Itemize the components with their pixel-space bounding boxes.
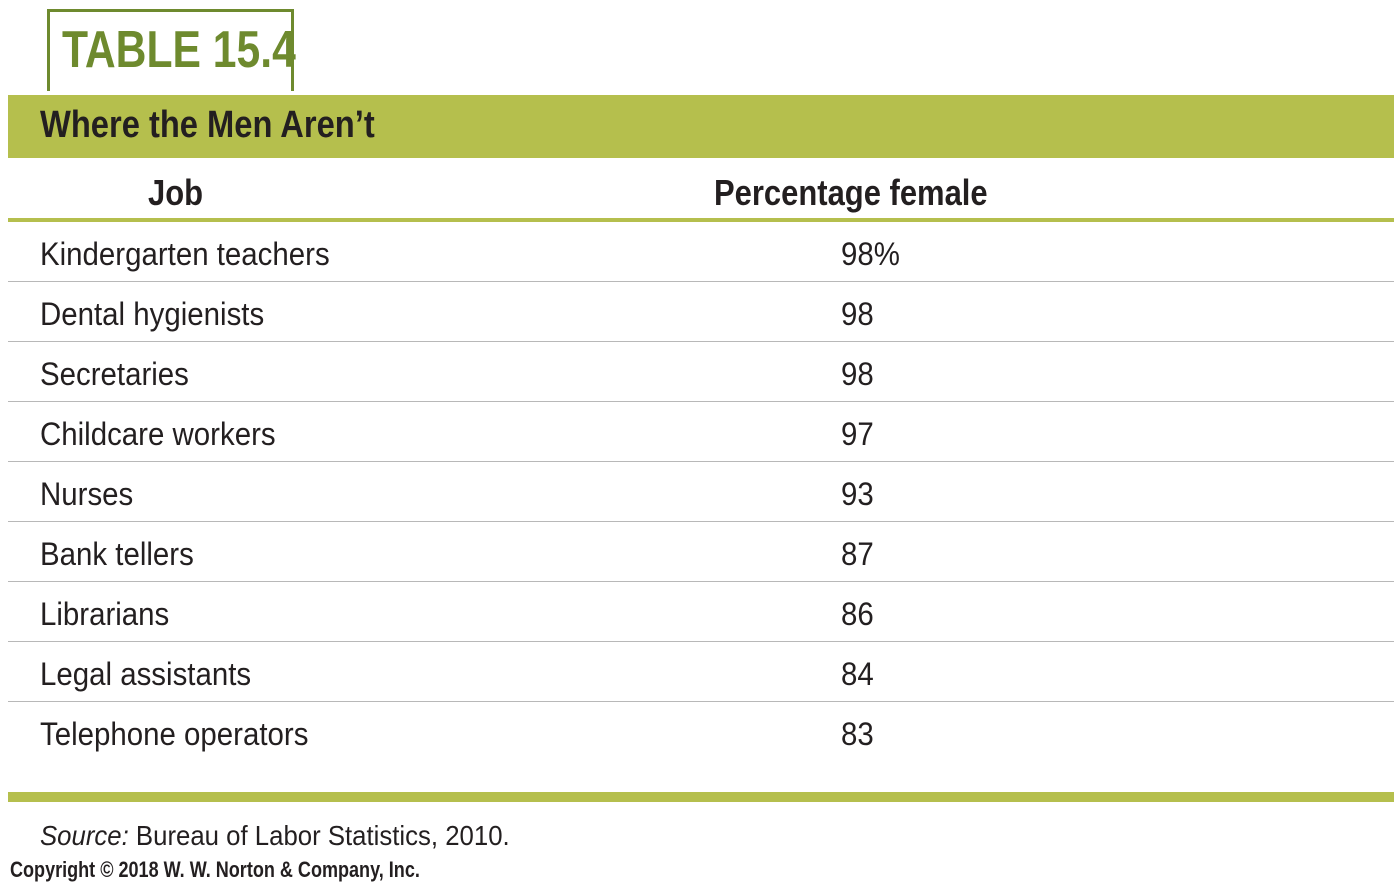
- percentage-cell: 84: [841, 656, 874, 692]
- source-label: Source:: [40, 820, 129, 851]
- job-cell: Secretaries: [40, 356, 189, 392]
- job-cell: Dental hygienists: [40, 296, 265, 332]
- table-body: Kindergarten teachers 98% Dental hygieni…: [8, 222, 1394, 761]
- job-cell: Bank tellers: [40, 536, 194, 572]
- percentage-cell: 87: [841, 536, 874, 572]
- column-header-percentage: Percentage female: [714, 172, 988, 213]
- table-row: Secretaries 98: [8, 342, 1394, 402]
- percentage-cell: 98%: [841, 236, 900, 272]
- job-cell: Librarians: [40, 596, 170, 632]
- table-row: Childcare workers 97: [8, 402, 1394, 462]
- percentage-cell: 83: [841, 716, 874, 752]
- table-label-frame: [47, 9, 294, 91]
- title-bar: [8, 95, 1394, 158]
- percentage-cell: 93: [841, 476, 874, 512]
- job-cell: Childcare workers: [40, 416, 276, 452]
- table-row: Librarians 86: [8, 582, 1394, 642]
- percentage-cell: 97: [841, 416, 874, 452]
- percentage-cell: 98: [841, 296, 874, 332]
- table-row: Legal assistants 84: [8, 642, 1394, 702]
- table-bottom-rule: [8, 792, 1394, 802]
- table-row: Bank tellers 87: [8, 522, 1394, 582]
- job-cell: Telephone operators: [40, 716, 309, 752]
- percentage-cell: 86: [841, 596, 874, 632]
- table-row: Nurses 93: [8, 462, 1394, 522]
- table-row: Telephone operators 83: [8, 702, 1394, 761]
- job-cell: Nurses: [40, 476, 134, 512]
- percentage-cell: 98: [841, 356, 874, 392]
- source-note: Source: Bureau of Labor Statistics, 2010…: [40, 818, 510, 854]
- table-row: Dental hygienists 98: [8, 282, 1394, 342]
- source-text: Bureau of Labor Statistics, 2010.: [128, 820, 510, 851]
- table-row: Kindergarten teachers 98%: [8, 222, 1394, 282]
- job-cell: Legal assistants: [40, 656, 252, 692]
- column-header-job: Job: [148, 172, 204, 213]
- header-divider: [8, 218, 1394, 222]
- table-number-label: TABLE 15.4: [62, 21, 296, 79]
- table-title: Where the Men Aren’t: [40, 104, 375, 146]
- copyright-notice: Copyright © 2018 W. W. Norton & Company,…: [10, 857, 420, 882]
- job-cell: Kindergarten teachers: [40, 236, 330, 272]
